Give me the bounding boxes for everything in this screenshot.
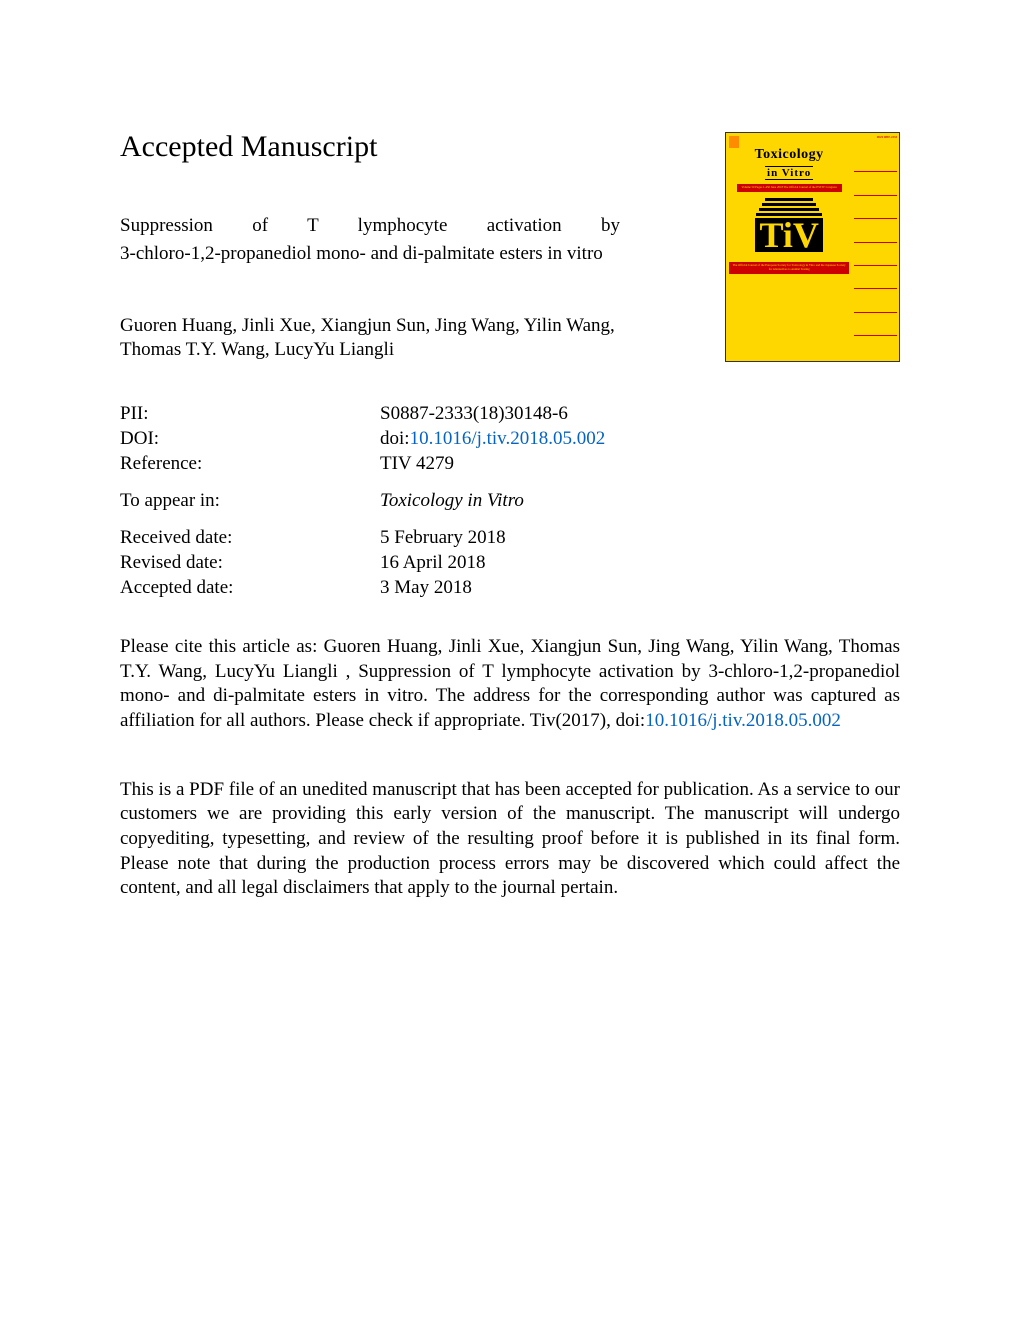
doi-label: DOI: (120, 428, 380, 450)
doi-link[interactable]: 10.1016/j.tiv.2018.05.002 (410, 428, 606, 449)
elsevier-logo-icon (729, 136, 739, 148)
citation-doi-link[interactable]: 10.1016/j.tiv.2018.05.002 (645, 710, 841, 731)
citation-text: Please cite this article as: Guoren Huan… (120, 635, 900, 734)
cover-bars-icon (726, 198, 852, 216)
accepted-date-label: Accepted date: (120, 577, 380, 599)
cover-sidebar-line (854, 172, 897, 195)
cover-journal-name-1: Toxicology (726, 147, 852, 163)
cover-issue-info: Volume 50 Pages 1-450 June 2018 The Offi… (737, 184, 842, 192)
reference-label: Reference: (120, 453, 380, 475)
cover-society-text: The Official Journal of the European Soc… (729, 262, 849, 274)
disclaimer-text: This is a PDF file of an unedited manusc… (120, 778, 900, 901)
to-appear-value: Toxicology in Vitro (380, 490, 900, 512)
cover-journal-name-2: in Vitro (765, 166, 813, 180)
doi-value: doi:10.1016/j.tiv.2018.05.002 (380, 428, 900, 450)
reference-value: TIV 4279 (380, 453, 900, 475)
cover-sidebar-line (854, 149, 897, 172)
revised-date-value: 16 April 2018 (380, 552, 900, 574)
cover-sidebar-line (854, 196, 897, 219)
cover-tiv-logo: TiV (755, 218, 822, 252)
pii-value: S0887-2333(18)30148-6 (380, 403, 900, 425)
cover-sidebar-line (854, 313, 897, 336)
article-title-line2: 3-chloro-1,2-propanediol mono- and di-pa… (120, 242, 620, 266)
cover-sidebar-line (854, 266, 897, 289)
author-list: Guoren Huang, Jinli Xue, Xiangjun Sun, J… (120, 314, 620, 363)
cover-issn: ISSN 0887-2333 (854, 135, 897, 139)
journal-cover-thumbnail: Toxicology in Vitro Volume 50 Pages 1-45… (725, 132, 900, 362)
received-date-label: Received date: (120, 527, 380, 549)
article-title-line1: Suppression of T lymphocyte activation b… (120, 214, 620, 238)
cover-sidebar-line (854, 243, 897, 266)
to-appear-label: To appear in: (120, 490, 380, 512)
pii-label: PII: (120, 403, 380, 425)
revised-date-label: Revised date: (120, 552, 380, 574)
accepted-date-value: 3 May 2018 (380, 577, 900, 599)
received-date-value: 5 February 2018 (380, 527, 900, 549)
cover-sidebar-line (854, 289, 897, 312)
cover-sidebar-line (854, 219, 897, 242)
